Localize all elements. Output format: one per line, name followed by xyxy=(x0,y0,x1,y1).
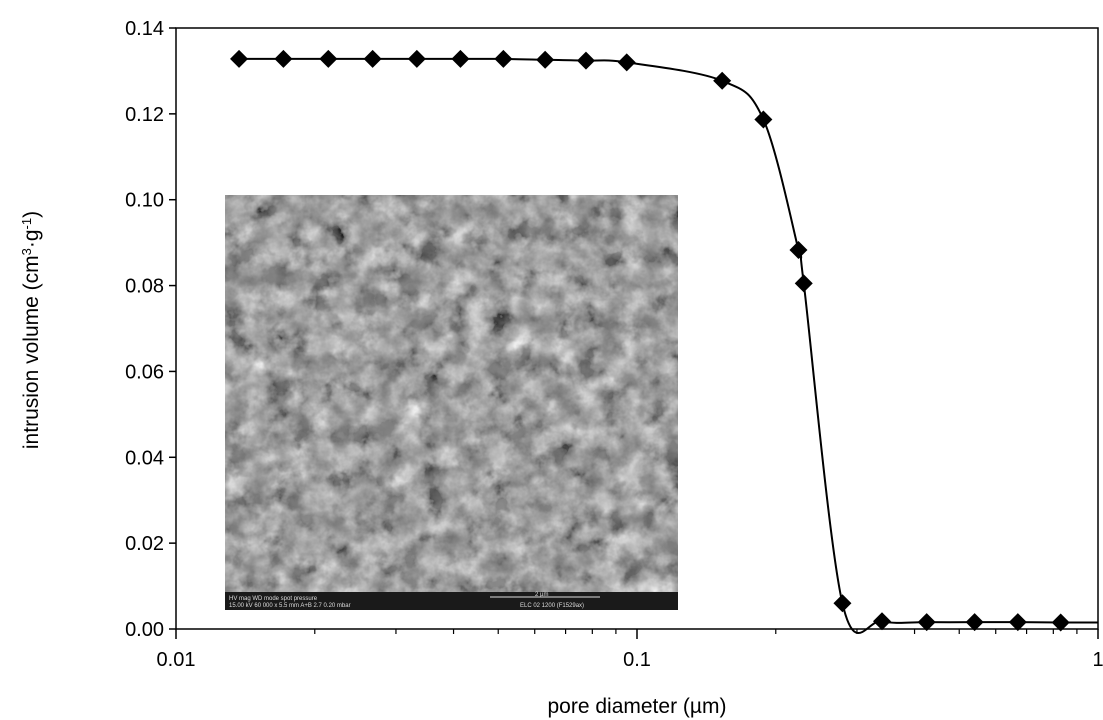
data-point xyxy=(576,51,595,70)
data-point xyxy=(713,71,732,90)
y-tick-label: 0.00 xyxy=(125,619,164,641)
series-line xyxy=(239,57,1098,634)
y-axis-title-sup1: 3 xyxy=(19,248,34,255)
y-axis-title-prefix: intrusion volume (cm xyxy=(20,255,43,449)
sem-scale-label: 2 µm xyxy=(535,592,548,598)
data-point xyxy=(789,240,808,259)
data-point xyxy=(1008,613,1027,632)
data-point xyxy=(917,613,936,632)
sem-texture xyxy=(225,195,678,610)
sem-caption-row2: 15.00 kV 60 000 x 5.5 mm A+B 2.7 0.20 mb… xyxy=(229,603,351,609)
x-tick-label: 0.01 xyxy=(157,649,196,671)
data-point xyxy=(451,49,470,68)
data-point xyxy=(274,49,293,68)
data-point xyxy=(794,274,813,293)
sem-ident: ELC 02 1200 (F1529ax) xyxy=(520,603,584,609)
y-tick-label: 0.08 xyxy=(125,276,164,298)
data-point xyxy=(494,49,513,68)
x-tick-label: 0.1 xyxy=(623,649,651,671)
y-tick-label: 0.14 xyxy=(125,18,164,40)
data-point xyxy=(833,594,852,613)
data-point xyxy=(230,49,249,68)
sem-caption-row1: HV mag WD mode spot pressure xyxy=(229,596,318,602)
y-tick-label: 0.04 xyxy=(125,447,164,469)
data-point xyxy=(754,110,773,129)
y-tick-label: 0.02 xyxy=(125,533,164,555)
data-point xyxy=(536,50,555,69)
y-axis-title-suffix: ) xyxy=(20,211,43,218)
data-point xyxy=(407,49,426,68)
series-markers xyxy=(230,49,1070,632)
data-point xyxy=(617,53,636,72)
x-axis-title: pore diameter (µm) xyxy=(548,695,727,718)
data-point xyxy=(1051,613,1070,632)
data-point xyxy=(873,612,892,631)
y-axis-title-sup2: -1 xyxy=(19,218,34,230)
x-axis: 0.01 0.1 1 xyxy=(157,629,1103,671)
y-tick-label: 0.06 xyxy=(125,361,164,383)
data-point xyxy=(319,49,338,68)
y-axis-title: intrusion volume (cm3·g-1) xyxy=(19,211,44,449)
data-point xyxy=(965,613,984,632)
data-point xyxy=(363,49,382,68)
x-tick-label: 1 xyxy=(1092,649,1103,671)
y-tick-label: 0.12 xyxy=(125,104,164,126)
y-tick-label: 0.10 xyxy=(125,190,164,212)
sem-inset: HV mag WD mode spot pressure 15.00 kV 60… xyxy=(225,195,678,610)
y-axis-title-mid: ·g xyxy=(20,229,43,248)
y-axis: 0.00 0.02 0.04 0.06 0.08 0.10 0.12 0.14 xyxy=(125,18,176,641)
